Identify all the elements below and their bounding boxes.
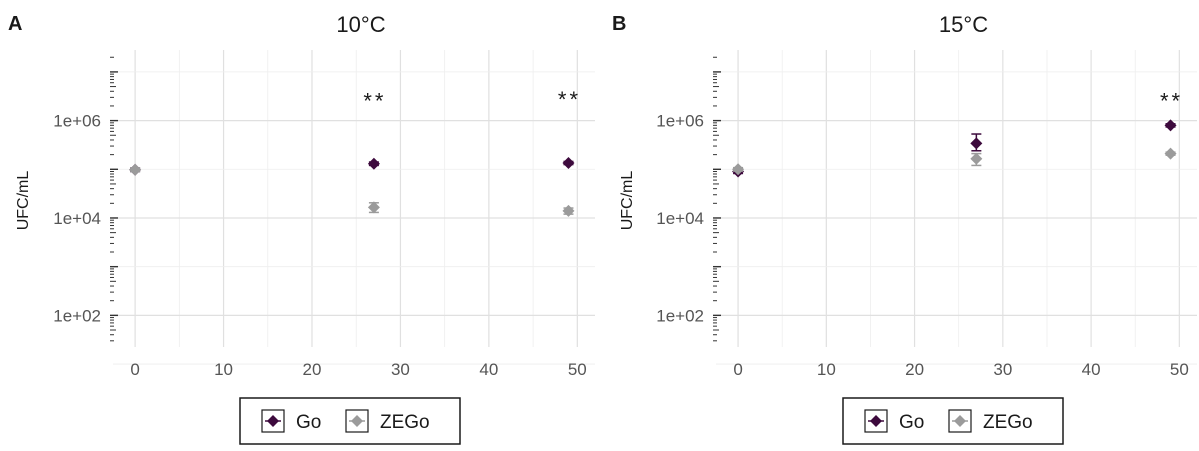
y-axis-title: UFC/mL	[15, 171, 32, 231]
legend-key-diamond	[954, 415, 966, 427]
y-tick-label: 1e+04	[53, 209, 101, 228]
significance-annotation: **	[558, 87, 581, 112]
panel-b: B 15°C 1e+02 1e+04 1e+06 0 10 20 30 40 50 UFC/mL ** G…	[612, 12, 1197, 445]
x-tick-label: 30	[391, 360, 410, 379]
y-tick-label: 1e+06	[656, 112, 704, 131]
legend: Go ZEGo	[842, 397, 1064, 445]
data-point-zego	[1164, 147, 1177, 160]
data-point-zego	[562, 204, 575, 217]
x-tick-label: 40	[1082, 360, 1101, 379]
series-zego	[129, 163, 575, 217]
series-go	[732, 119, 1177, 178]
legend-label-zego: ZEGo	[983, 412, 1033, 433]
y-tick-label: 1e+04	[656, 209, 704, 228]
x-tick-label: 40	[479, 360, 498, 379]
log-ticks	[713, 56, 721, 342]
data-point-go	[1164, 119, 1177, 132]
x-tick-label: 50	[568, 360, 587, 379]
data-point-go	[562, 156, 575, 169]
chart-title: 10°C	[336, 12, 385, 37]
data-point-zego	[367, 201, 380, 214]
x-tick-label: 10	[817, 360, 836, 379]
panel-label: B	[612, 13, 626, 35]
y-axis-title: UFC/mL	[619, 171, 636, 231]
x-tick-label: 30	[993, 360, 1012, 379]
legend-key-diamond	[870, 415, 882, 427]
x-tick-label: 0	[733, 360, 742, 379]
data-point-zego	[732, 163, 745, 176]
legend-label-go: Go	[899, 412, 924, 433]
x-tick-label: 0	[130, 360, 139, 379]
panel-label: A	[8, 13, 22, 35]
legend-label-go: Go	[296, 412, 321, 433]
legend-key-diamond	[351, 415, 363, 427]
legend: Go ZEGo	[239, 397, 461, 445]
chart-title: 15°C	[939, 12, 988, 37]
legend-key-diamond	[267, 415, 279, 427]
y-tick-label: 1e+02	[656, 306, 704, 325]
x-tick-label: 20	[905, 360, 924, 379]
y-tick-label: 1e+02	[53, 306, 101, 325]
data-point-go	[367, 157, 380, 170]
legend-label-zego: ZEGo	[380, 412, 430, 433]
data-point-zego	[129, 163, 142, 176]
series-go	[129, 156, 575, 176]
significance-annotation: **	[363, 88, 386, 113]
data-point-go	[970, 137, 983, 150]
grid	[113, 50, 595, 365]
x-tick-label: 10	[214, 360, 233, 379]
x-tick-label: 50	[1170, 360, 1189, 379]
series-zego	[732, 147, 1177, 176]
significance-annotation: **	[1160, 88, 1183, 113]
grid	[716, 50, 1197, 365]
data-point-zego	[970, 152, 983, 165]
x-tick-label: 20	[303, 360, 322, 379]
panel-a: A 10°C 1e+02 1e+04 1e+06 0 10 20 30 40 50 UFC/mL ** *…	[8, 12, 595, 445]
log-ticks	[110, 56, 118, 342]
y-tick-label: 1e+06	[53, 112, 101, 131]
